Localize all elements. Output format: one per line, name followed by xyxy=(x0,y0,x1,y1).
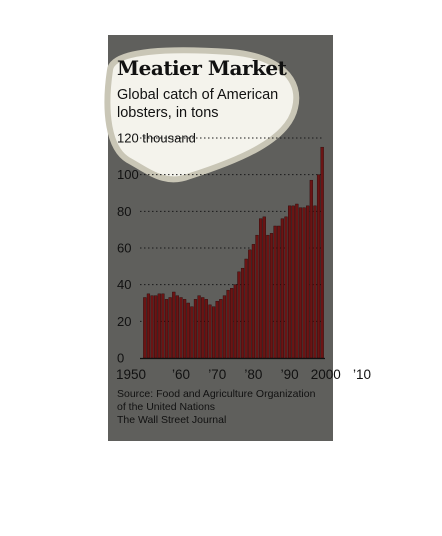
bar xyxy=(244,258,248,359)
bar xyxy=(280,218,284,359)
bar xyxy=(190,306,194,359)
bar xyxy=(266,234,270,359)
bar xyxy=(150,295,154,359)
bar xyxy=(277,225,281,359)
bar xyxy=(306,205,310,359)
bar xyxy=(204,299,208,359)
bar xyxy=(208,304,212,359)
bar xyxy=(273,225,277,359)
source-line-3: The Wall Street Journal xyxy=(117,414,227,426)
bar xyxy=(298,207,303,359)
bars xyxy=(143,146,324,359)
x-tick-label: 1950 xyxy=(116,367,146,382)
bar xyxy=(295,203,299,359)
bar xyxy=(179,297,183,359)
bar xyxy=(302,207,306,359)
bar xyxy=(269,233,274,359)
bar xyxy=(240,267,245,359)
bar xyxy=(284,216,288,359)
bar xyxy=(157,293,161,359)
bar xyxy=(161,293,165,359)
x-tick-label: ’90 xyxy=(281,367,299,382)
bar xyxy=(230,288,234,359)
bar xyxy=(255,234,259,359)
bar xyxy=(186,302,190,359)
y-tick-labels: 0 20 40 60 80 100 120 thousand xyxy=(117,131,196,366)
bar xyxy=(197,295,201,359)
bar xyxy=(193,299,198,359)
x-tick-label: ’80 xyxy=(244,367,262,382)
bar xyxy=(233,284,237,359)
chart-title: Meatier Market xyxy=(117,56,287,80)
bar xyxy=(262,216,266,359)
bar xyxy=(226,289,230,359)
bar xyxy=(154,295,158,359)
bar xyxy=(313,205,317,359)
x-tick-labels: 1950 ’60 ’70 ’80 ’90 2000 ’10 xyxy=(116,367,371,382)
y-tick-label: 0 xyxy=(117,351,124,366)
source-line-2: of the United Nations xyxy=(117,401,216,413)
bar xyxy=(168,297,172,359)
bar xyxy=(219,299,223,359)
source-line-1: Source: Food and Agriculture Organizatio… xyxy=(117,388,316,400)
bar xyxy=(172,291,176,359)
chart-subtitle: Global catch of American lobsters, in to… xyxy=(117,87,279,121)
bar xyxy=(175,295,179,359)
bar xyxy=(222,295,227,359)
bar xyxy=(211,306,216,359)
x-tick-label: 2000 xyxy=(311,367,341,382)
bar xyxy=(316,174,321,359)
y-tick-label: 100 xyxy=(117,167,139,182)
bar xyxy=(215,300,219,359)
bar xyxy=(309,179,313,359)
bar xyxy=(183,299,187,359)
bar xyxy=(164,299,169,359)
y-tick-label: 40 xyxy=(117,277,131,292)
y-tick-label: 60 xyxy=(117,241,131,256)
bar xyxy=(201,297,205,359)
x-tick-label: ’10 xyxy=(353,367,371,382)
bar xyxy=(288,205,292,359)
x-tick-label: ’70 xyxy=(208,367,226,382)
bar xyxy=(143,297,147,359)
y-tick-label: 20 xyxy=(117,314,131,329)
bar xyxy=(248,249,252,359)
bar xyxy=(146,293,151,359)
bar xyxy=(291,205,295,359)
x-tick-label: ’60 xyxy=(172,367,190,382)
bar xyxy=(320,146,324,359)
bar xyxy=(259,218,263,359)
bar xyxy=(237,271,241,359)
y-tick-label: 80 xyxy=(117,204,131,219)
y-tick-label: 120 thousand xyxy=(117,131,196,146)
bar xyxy=(251,244,256,359)
